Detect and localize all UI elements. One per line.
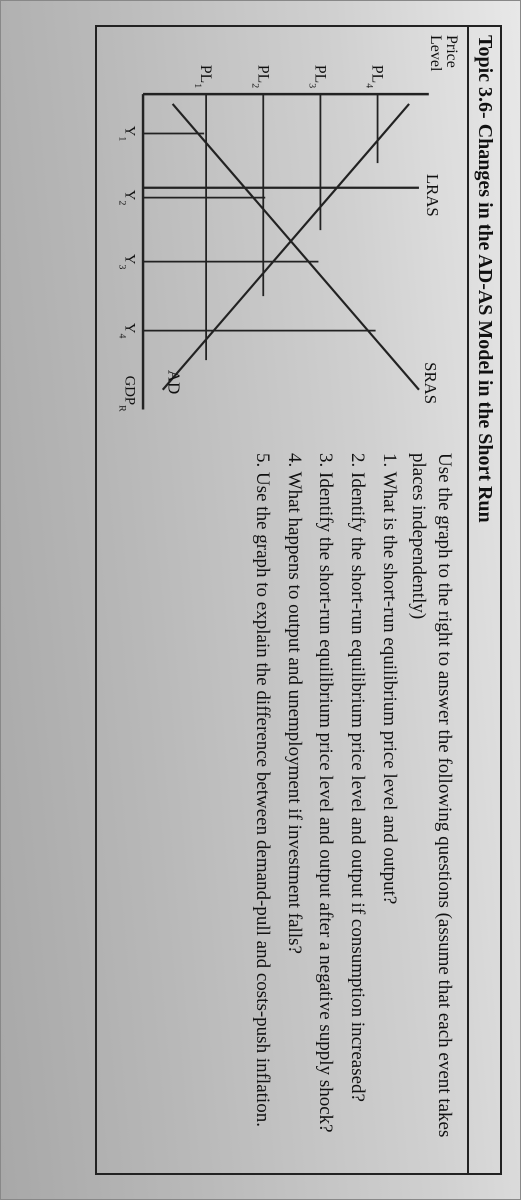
svg-text:Y2: Y2 [117,190,137,206]
questions-panel: Use the graph to the right to answer the… [97,447,467,1173]
question-2: 2. Identify the short-run equilibrium pr… [344,453,370,1159]
svg-text:AD: AD [165,370,184,394]
svg-text:PL2: PL2 [250,65,272,88]
svg-text:Y4: Y4 [117,323,137,339]
y-axis-label-line1: Price [443,35,460,68]
svg-text:LRAS: LRAS [423,174,442,217]
svg-text:SRAS: SRAS [421,362,440,404]
graph-panel: Price Level PL4 PL3 PL2 PL1 LRAS SRAS AD Y1 Y2 Y3… [97,27,467,447]
topic-title: Topic 3.6- Changes in the AD-AS Model in… [467,27,500,1173]
question-3: 3. Identify the short-run equilibrium pr… [313,453,339,1159]
svg-text:Y3: Y3 [117,254,137,270]
question-5: 5. Use the graph to explain the differen… [250,453,276,1159]
y-axis-label-line2: Level [427,35,444,71]
svg-text:PL3: PL3 [307,65,329,88]
svg-text:GDPR: GDPR [117,376,137,413]
questions-intro: Use the graph to the right to answer the… [406,453,457,1159]
question-4: 4. What happens to output and unemployme… [281,453,307,1159]
y-axis-label: Price Level [427,35,459,71]
svg-text:PL4: PL4 [364,65,386,88]
svg-text:PL1: PL1 [193,65,214,88]
svg-text:Y1: Y1 [117,126,137,142]
adas-graph: PL4 PL3 PL2 PL1 LRAS SRAS AD Y1 Y2 Y3 Y4 GDPR [101,35,461,439]
question-1: 1. What is the short-run equilibrium pri… [376,453,402,1159]
